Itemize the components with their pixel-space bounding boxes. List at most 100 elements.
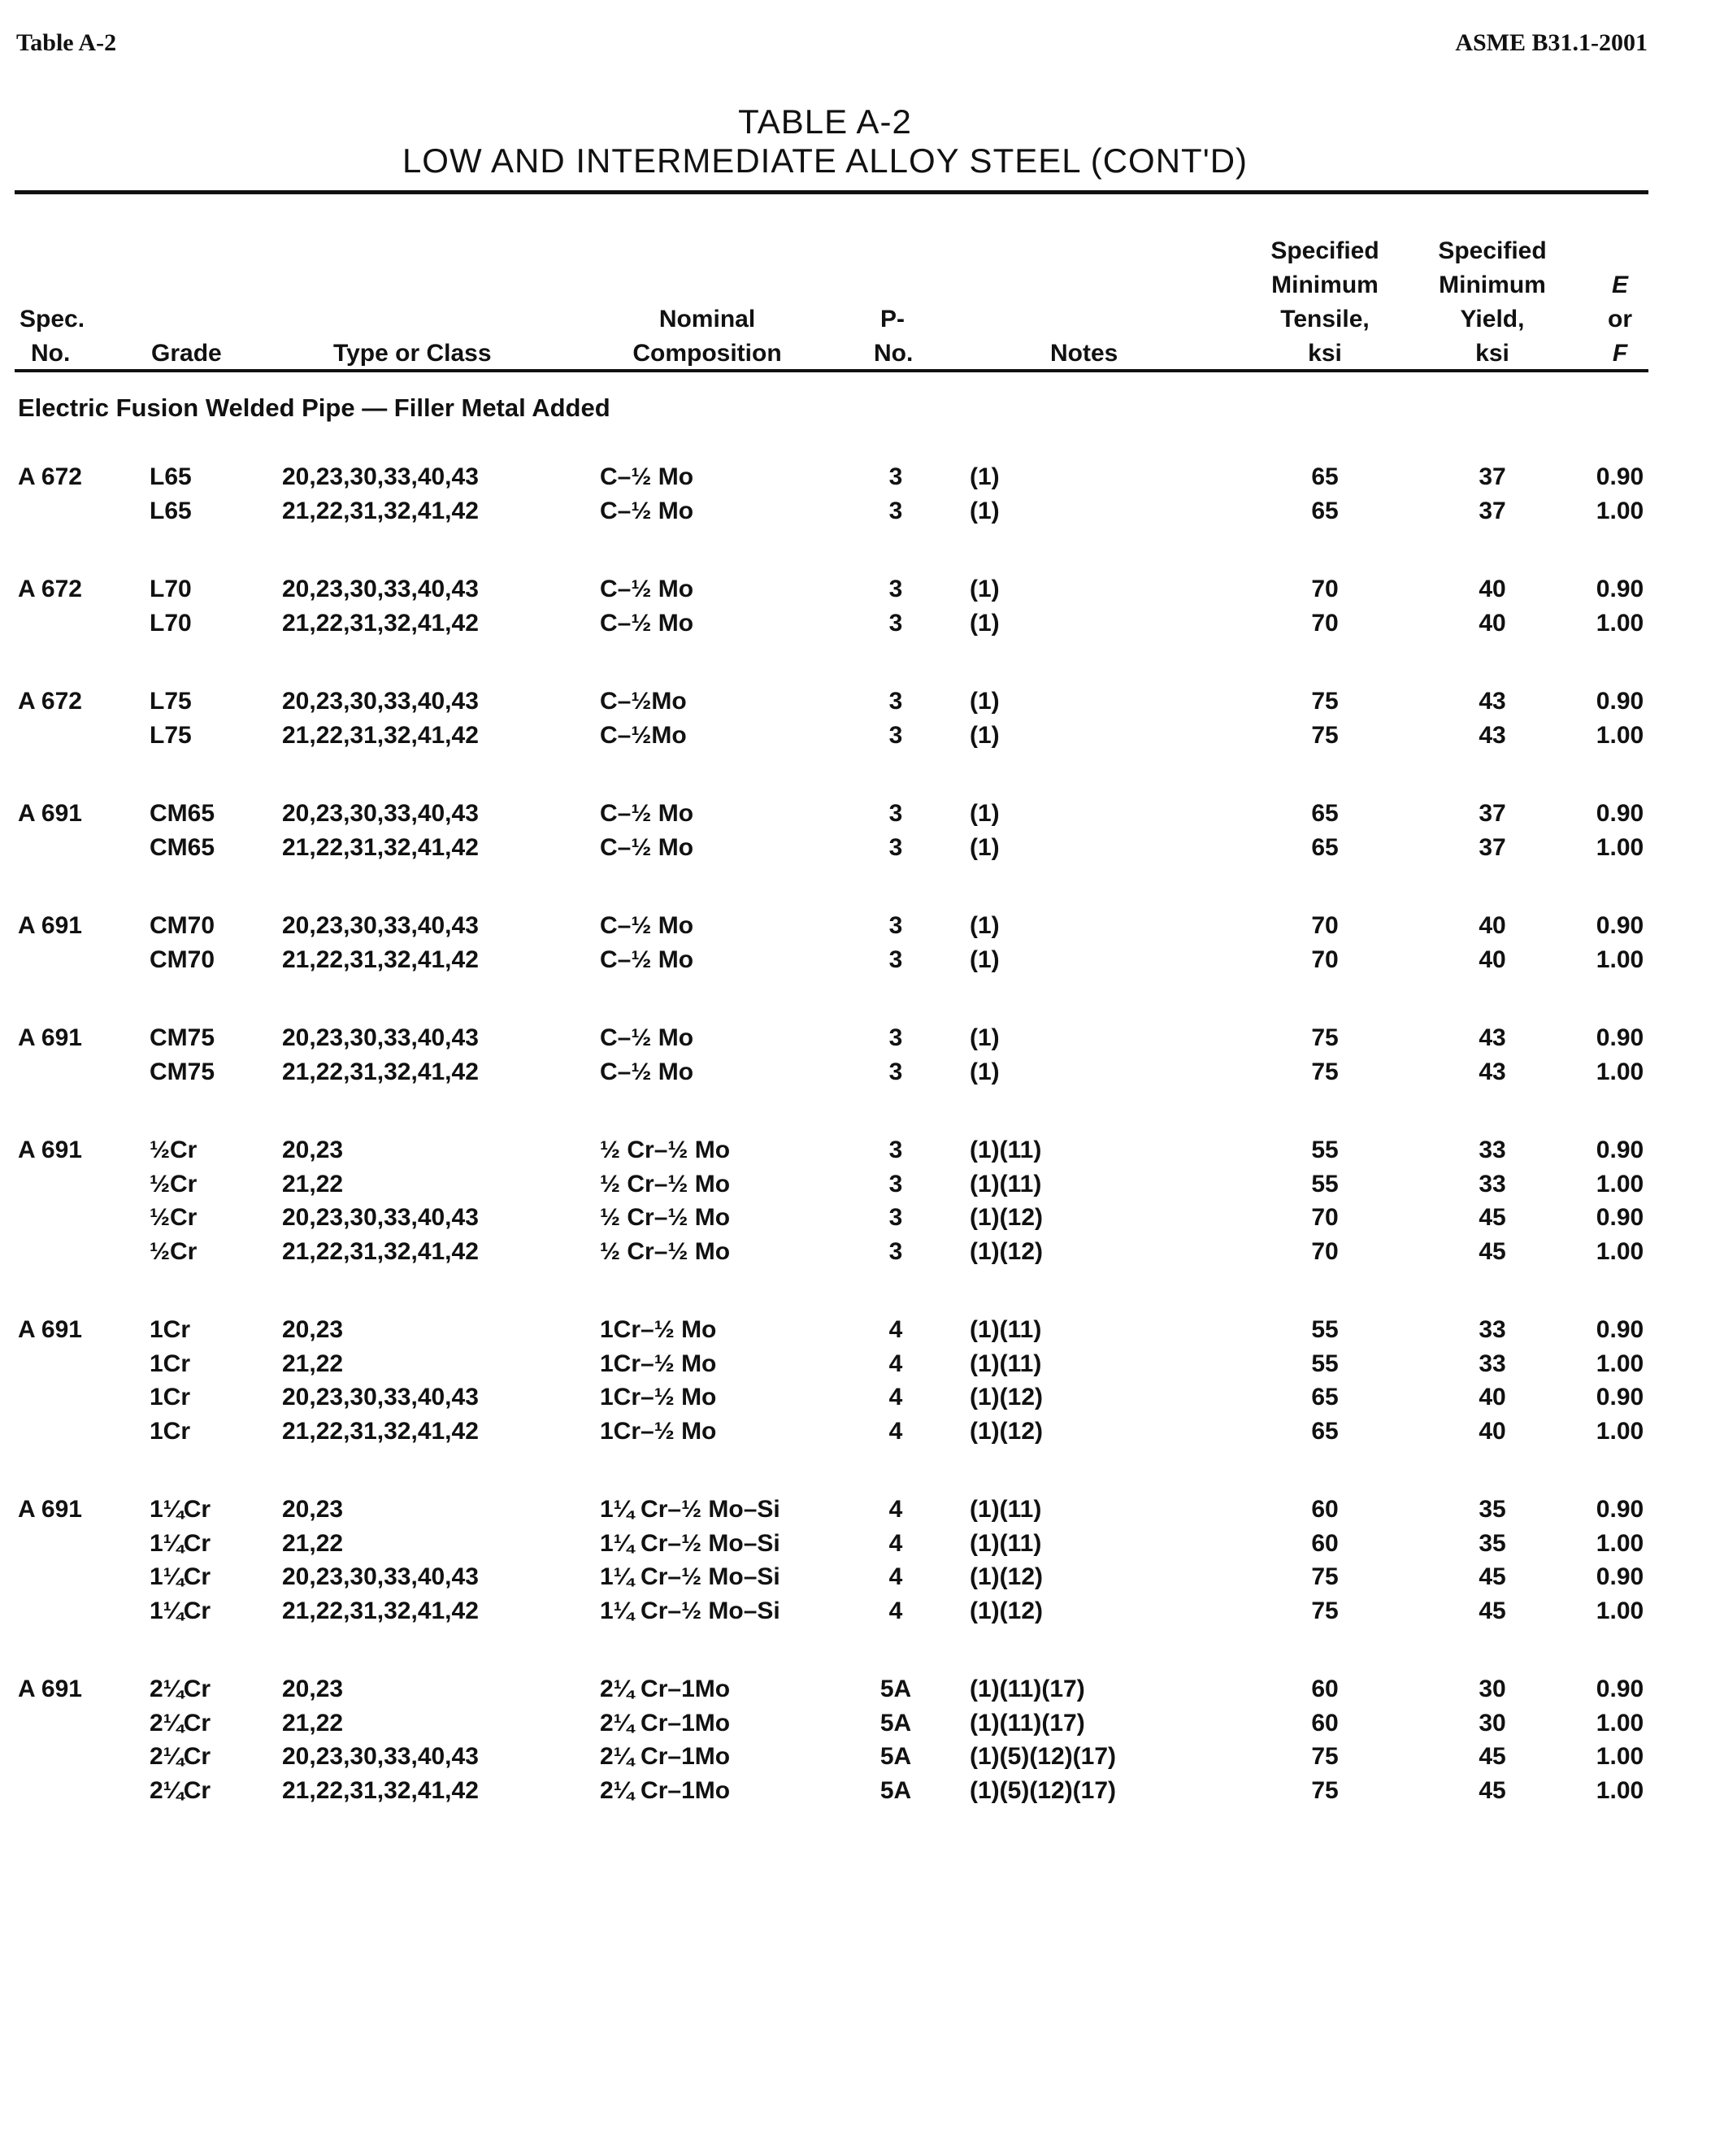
cell-pno: 5A [879,1776,912,1804]
cell-ef: 1.00 [1596,609,1644,637]
cell-comp: 2¼ Cr–1Mo [600,1676,731,1702]
cell-comp: C–½ Mo [600,497,694,524]
cell-comp: 1¼ Cr–½ Mo–Si [600,1597,780,1624]
cell-grade: 1Cr [150,1384,191,1411]
cell-yield: 45 [1479,1204,1506,1231]
cell-grade: 1Cr [150,1417,191,1445]
cell-notes: (1)(11) [970,1137,1042,1163]
cell-tensile: 75 [1311,1597,1339,1624]
cell-notes: (1)(5)(12)(17) [970,1743,1117,1770]
cell-yield: 43 [1479,1058,1506,1085]
cell-tensile: 60 [1311,1676,1339,1702]
cell-type: 21,22,31,32,41,42 [282,1597,479,1624]
cell-grade: CM70 [150,945,215,973]
cell-tensile: 60 [1311,1496,1339,1523]
cell-tensile: 70 [1311,576,1339,602]
cell-type: 21,22,31,32,41,42 [282,609,479,637]
cell-comp: 1¼ Cr–½ Mo–Si [600,1529,780,1557]
cell-ef: 0.90 [1596,576,1644,602]
cell-grade: CM75 [150,1058,215,1085]
cell-comp: C–½ Mo [600,945,694,973]
cell-notes: (1)(12) [970,1417,1044,1445]
spec-no: A 691 [18,1676,82,1702]
cell-ef: 0.90 [1596,1137,1644,1163]
header-grade: Grade [151,340,222,367]
cell-tensile: 60 [1311,1529,1339,1557]
cell-yield: 30 [1479,1709,1506,1737]
header-line: ksi [1308,340,1342,367]
cell-yield: 40 [1479,609,1506,637]
cell-comp: 1Cr–½ Mo [600,1316,717,1343]
cell-grade: 2¼Cr [150,1676,211,1702]
spec-no: A 691 [18,800,82,827]
cell-notes: (1)(11) [970,1350,1042,1377]
cell-comp: C–½ Mo [600,800,694,827]
cell-notes: (1) [970,721,1000,749]
cell-grade: L75 [150,688,192,715]
cell-tensile: 75 [1311,1563,1339,1590]
cell-type: 21,22,31,32,41,42 [282,1776,479,1804]
cell-grade: L70 [150,576,192,602]
cell-comp: ½ Cr–½ Mo [600,1237,731,1265]
cell-yield: 30 [1479,1676,1506,1702]
cell-pno: 3 [888,1237,903,1265]
cell-pno: 3 [888,1058,903,1085]
cell-grade: 1¼Cr [150,1496,211,1523]
cell-type: 20,23 [282,1316,344,1343]
cell-tensile: 65 [1311,833,1339,861]
cell-pno: 3 [888,912,903,939]
cell-notes: (1) [970,688,1000,715]
cell-tensile: 75 [1311,1743,1339,1770]
cell-type: 21,22,31,32,41,42 [282,1237,479,1265]
header-line: No. [31,340,71,367]
header-line: Yield, [1460,306,1525,333]
cell-grade: CM65 [150,833,215,861]
table-title: TABLE A-2 [738,102,912,141]
cell-ef: 0.90 [1596,1024,1644,1051]
cell-notes: (1) [970,576,1000,602]
header-yield: Specified Minimum Yield, ksi [1411,234,1574,371]
cell-grade: CM65 [150,800,215,827]
cell-type: 21,22 [282,1170,344,1198]
cell-type: 21,22 [282,1529,344,1557]
cell-type: 20,23 [282,1137,344,1163]
cell-tensile: 70 [1311,1237,1339,1265]
cell-ef: 0.90 [1596,1204,1644,1231]
cell-type: 21,22,31,32,41,42 [282,721,479,749]
header-line: Nominal [658,306,756,333]
cell-notes: (1)(11) [970,1496,1042,1523]
cell-grade: ½Cr [150,1137,198,1163]
cell-pno: 3 [888,609,903,637]
cell-pno: 3 [888,1137,903,1163]
cell-notes: (1) [970,463,1000,490]
spec-no: A 691 [18,1496,82,1523]
cell-ef: 0.90 [1596,688,1644,715]
header-notes: Notes [1050,340,1118,367]
cell-comp: 1¼ Cr–½ Mo–Si [600,1496,780,1523]
cell-grade: 1Cr [150,1350,191,1377]
cell-yield: 33 [1479,1170,1506,1198]
cell-type: 20,23 [282,1676,344,1702]
cell-type: 20,23,30,33,40,43 [282,1384,479,1411]
cell-comp: 1Cr–½ Mo [600,1417,717,1445]
cell-yield: 35 [1479,1529,1506,1557]
cell-yield: 35 [1479,1496,1506,1523]
cell-notes: (1) [970,497,1000,524]
cell-tensile: 75 [1311,1776,1339,1804]
cell-pno: 3 [888,497,903,524]
top-rule [15,190,1648,194]
header-line: Specified [1270,237,1379,264]
cell-comp: C–½ Mo [600,609,694,637]
cell-comp: 1¼ Cr–½ Mo–Si [600,1563,780,1590]
cell-yield: 40 [1479,912,1506,939]
cell-pno: 3 [888,463,903,490]
header-line: No. [874,340,914,367]
header-tensile: Specified Minimum Tensile, ksi [1244,234,1406,371]
cell-grade: L75 [150,721,192,749]
cell-yield: 45 [1479,1237,1506,1265]
cell-ef: 0.90 [1596,1563,1644,1590]
cell-comp: 2¼ Cr–1Mo [600,1743,731,1770]
cell-grade: 2¼Cr [150,1709,211,1737]
cell-ef: 1.00 [1596,1597,1644,1624]
cell-type: 21,22,31,32,41,42 [282,1058,479,1085]
